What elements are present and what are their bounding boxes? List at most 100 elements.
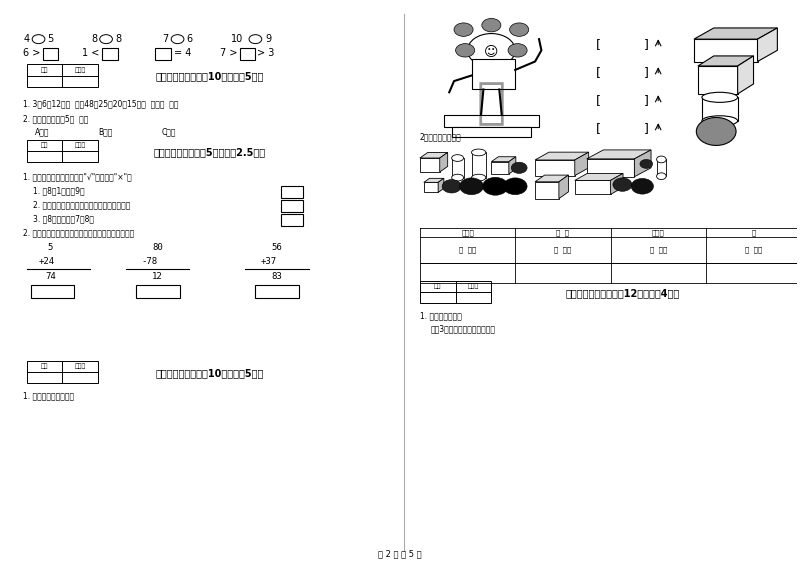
Circle shape	[696, 118, 736, 145]
Text: 球: 球	[751, 229, 756, 236]
Circle shape	[459, 178, 483, 195]
Text: 6: 6	[186, 34, 193, 44]
Bar	[535, 160, 574, 176]
Bar	[698, 66, 738, 94]
Bar	[42, 47, 58, 60]
Text: 7: 7	[162, 34, 169, 44]
Ellipse shape	[452, 174, 463, 181]
Text: ]: ]	[644, 122, 649, 135]
Text: [: [	[596, 122, 601, 135]
Text: 评卷人: 评卷人	[74, 67, 86, 73]
Polygon shape	[586, 150, 651, 159]
Polygon shape	[535, 175, 569, 182]
Polygon shape	[491, 157, 516, 162]
Text: > 3: > 3	[257, 48, 274, 58]
Polygon shape	[610, 173, 623, 194]
Text: 🤖: 🤖	[477, 80, 506, 128]
Text: 四、选一选（本题共10分，每题5分）: 四、选一选（本题共10分，每题5分）	[155, 72, 263, 81]
Text: -78: -78	[142, 257, 158, 266]
Text: 1. 看图完成问题。: 1. 看图完成问题。	[420, 311, 462, 320]
Text: 1. 3、6、12、（  ），48；25、20、15、（  ），（  ）。: 1. 3、6、12、（ ），48；25、20、15、（ ），（ ）。	[22, 99, 178, 108]
Text: 评卷人: 评卷人	[74, 142, 86, 148]
Polygon shape	[440, 153, 448, 172]
Text: 得分: 得分	[41, 67, 48, 73]
Text: 5: 5	[48, 243, 53, 252]
Text: B、分: B、分	[98, 127, 113, 136]
Text: ☺: ☺	[484, 45, 498, 59]
Circle shape	[613, 178, 632, 192]
Text: （  ）个: （ ）个	[459, 246, 476, 253]
Bar	[586, 159, 634, 177]
Circle shape	[511, 162, 527, 173]
Bar	[702, 97, 738, 121]
Text: 5: 5	[47, 34, 54, 44]
Text: 83: 83	[271, 272, 282, 281]
Polygon shape	[634, 150, 651, 177]
Text: 7 >: 7 >	[220, 48, 237, 58]
Polygon shape	[698, 56, 754, 66]
Text: [: [	[596, 38, 601, 51]
Text: 评卷人: 评卷人	[468, 284, 479, 289]
Bar	[155, 47, 171, 60]
Text: 3. 与8相邻的数是7和8。: 3. 与8相邻的数是7和8。	[33, 215, 94, 224]
Text: 一年3班喜欢吃水果情况如下图: 一年3班喜欢吃水果情况如下图	[430, 324, 495, 333]
Text: 8: 8	[91, 34, 98, 44]
Text: A、角: A、角	[34, 127, 49, 136]
Circle shape	[456, 44, 474, 57]
Ellipse shape	[452, 155, 463, 162]
Bar	[136, 285, 180, 298]
Bar	[491, 162, 509, 174]
Text: 第 2 页 共 5 页: 第 2 页 共 5 页	[378, 549, 422, 558]
Polygon shape	[758, 28, 778, 62]
Text: 10: 10	[231, 34, 243, 44]
Bar	[255, 285, 299, 298]
Polygon shape	[574, 173, 623, 180]
Circle shape	[508, 44, 527, 57]
Text: 9: 9	[266, 34, 272, 44]
Polygon shape	[694, 28, 778, 39]
Polygon shape	[738, 56, 754, 94]
Text: 得分: 得分	[41, 142, 48, 148]
Text: 2、看图，数一数。: 2、看图，数一数。	[420, 133, 462, 142]
Bar	[452, 127, 531, 137]
Circle shape	[454, 23, 473, 36]
Ellipse shape	[657, 173, 666, 180]
Polygon shape	[424, 179, 444, 182]
Text: [: [	[596, 66, 601, 79]
Bar	[420, 158, 440, 172]
Circle shape	[631, 179, 654, 194]
Bar	[281, 186, 303, 198]
Text: 1 <: 1 <	[82, 48, 99, 58]
Text: 6 >: 6 >	[22, 48, 40, 58]
Bar	[281, 199, 303, 212]
Text: 8: 8	[115, 34, 121, 44]
Polygon shape	[420, 153, 448, 158]
Text: 56: 56	[271, 243, 282, 252]
Polygon shape	[559, 175, 569, 198]
Bar	[26, 361, 98, 383]
Text: ]: ]	[644, 94, 649, 107]
Text: 长方体: 长方体	[652, 229, 665, 236]
Text: 1. 数一数，填一填吧。: 1. 数一数，填一填吧。	[22, 392, 74, 401]
Text: 74: 74	[45, 272, 56, 281]
Ellipse shape	[657, 156, 666, 163]
Bar	[424, 182, 438, 193]
Bar	[452, 158, 463, 177]
Polygon shape	[535, 152, 589, 160]
Text: 七、看图说话（本题共12分，每题4分）: 七、看图说话（本题共12分，每题4分）	[566, 288, 679, 298]
Polygon shape	[509, 157, 516, 174]
Circle shape	[503, 178, 527, 195]
Text: = 4: = 4	[174, 48, 191, 58]
Bar	[657, 159, 666, 176]
Text: C、元: C、元	[162, 127, 176, 136]
Text: （  ）个: （ ）个	[745, 246, 762, 253]
Text: 2. 从右边起，第一位是十位，第二位是个位。: 2. 从右边起，第一位是十位，第二位是个位。	[33, 201, 130, 210]
Text: +24: +24	[38, 257, 54, 266]
Text: 1. 比8大1的数是9。: 1. 比8大1的数是9。	[33, 187, 85, 196]
Bar	[694, 39, 758, 62]
Text: 圆  柱: 圆 柱	[556, 229, 570, 236]
Text: 得分: 得分	[434, 284, 442, 289]
Text: （  ）个: （ ）个	[650, 246, 667, 253]
Text: 80: 80	[152, 243, 163, 252]
Bar	[574, 180, 610, 194]
